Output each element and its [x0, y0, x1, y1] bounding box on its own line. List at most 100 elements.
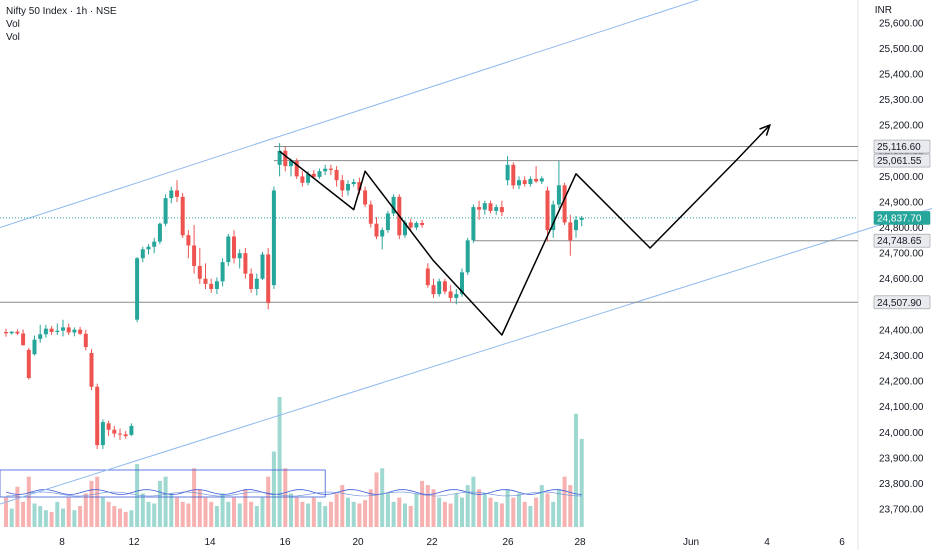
y-tick-label: 24,800.00: [879, 223, 924, 234]
symbol-label[interactable]: Nifty 50 Index · 1h · NSE: [6, 6, 117, 17]
volume-bar: [277, 397, 282, 527]
volume-bar: [186, 503, 191, 527]
volume-bar: [106, 501, 111, 527]
candle-body: [9, 331, 14, 334]
candle-body: [118, 433, 122, 435]
candle-body: [471, 207, 476, 241]
candle-body: [4, 331, 8, 334]
candle-body: [311, 173, 316, 177]
volume-bar: [112, 506, 117, 527]
volume-bar: [61, 508, 65, 527]
candle-body: [545, 190, 550, 231]
volume-bar: [226, 501, 231, 527]
volume-ma-line-2: [5, 491, 582, 497]
x-tick-label: 14: [204, 537, 216, 548]
candle-body: [254, 278, 259, 289]
candle-body: [226, 236, 231, 263]
volume-bar: [157, 480, 162, 527]
volume-bar: [437, 497, 442, 527]
candle-body: [163, 198, 168, 224]
volume-bar: [334, 493, 339, 527]
volume-bar: [311, 497, 316, 527]
candle-body: [351, 181, 356, 185]
volume-bar: [118, 508, 122, 527]
candle-body: [89, 352, 94, 387]
volume-bar: [163, 476, 168, 527]
volume-bar: [26, 476, 31, 527]
candle-body: [38, 334, 43, 339]
volume-bar: [140, 493, 145, 527]
volume-bar: [568, 485, 573, 527]
volume-bar: [135, 464, 140, 527]
volume-bar: [351, 501, 356, 527]
candle-body: [385, 213, 390, 231]
volume-bar: [66, 497, 71, 527]
volume-bar: [471, 476, 476, 527]
candle-body: [494, 207, 499, 211]
volume-bar: [380, 468, 385, 527]
candle-body: [83, 333, 88, 348]
candle-body: [539, 178, 544, 182]
candle-body: [112, 429, 117, 434]
candle-body: [380, 230, 385, 237]
volume-bar: [574, 413, 578, 527]
candle-body: [21, 333, 26, 346]
volume-label-1[interactable]: Vol: [6, 19, 20, 30]
candle-body: [340, 180, 345, 191]
candle-body: [214, 281, 219, 289]
candle-body: [414, 222, 419, 228]
candle-body: [562, 185, 567, 223]
pattern-path: [279, 124, 771, 336]
candle-body: [528, 178, 533, 185]
volume-bar: [100, 497, 105, 527]
candle-body: [209, 283, 214, 289]
candle-body: [505, 164, 510, 181]
volume-bar: [477, 489, 482, 527]
candle-body: [78, 329, 83, 334]
volume-bar: [180, 501, 185, 527]
chart-legend: Nifty 50 Index · 1h · NSE Vol Vol: [6, 5, 117, 44]
volume-bar: [89, 480, 94, 527]
candle-body: [317, 171, 322, 177]
candle-body: [568, 222, 573, 241]
volume-bar: [271, 451, 276, 527]
x-tick-label: 28: [574, 537, 586, 548]
candle-body: [556, 185, 561, 205]
volume-bar: [328, 501, 333, 527]
x-tick-label: Jun: [683, 537, 699, 548]
volume-bar: [152, 503, 157, 527]
volume-bar: [408, 506, 413, 527]
volume-label-2[interactable]: Vol: [6, 32, 20, 43]
candle-body: [203, 278, 208, 284]
volume-bar: [442, 501, 447, 527]
volume-bar: [95, 476, 100, 527]
candle-body: [334, 169, 339, 181]
volume-bar: [237, 503, 242, 527]
candle-body: [368, 204, 373, 224]
volume-bar: [38, 506, 43, 527]
volume-bar: [197, 489, 202, 527]
y-tick-label: 24,700.00: [879, 249, 924, 260]
volume-bar: [363, 500, 368, 527]
candle-body: [374, 223, 379, 237]
candle-body: [306, 173, 311, 183]
volume-bar: [254, 506, 259, 527]
volume-bar: [9, 508, 14, 527]
candle-body: [283, 150, 288, 167]
volume-bar: [454, 493, 459, 527]
volume-bar: [15, 486, 20, 527]
volume-bar: [123, 511, 128, 527]
y-tick-label: 25,500.00: [879, 44, 924, 55]
candle-body: [192, 245, 197, 266]
volume-bar: [522, 501, 527, 527]
channel-upper-line: [0, 0, 700, 229]
y-tick-label: 23,700.00: [879, 505, 924, 516]
candle-body: [551, 204, 556, 231]
candle-body: [425, 268, 430, 286]
y-tick-label: 24,300.00: [879, 351, 924, 362]
volume-bar: [283, 468, 288, 527]
candle-body: [129, 425, 134, 435]
volume-bar: [55, 501, 60, 527]
volume-bar: [499, 503, 504, 527]
